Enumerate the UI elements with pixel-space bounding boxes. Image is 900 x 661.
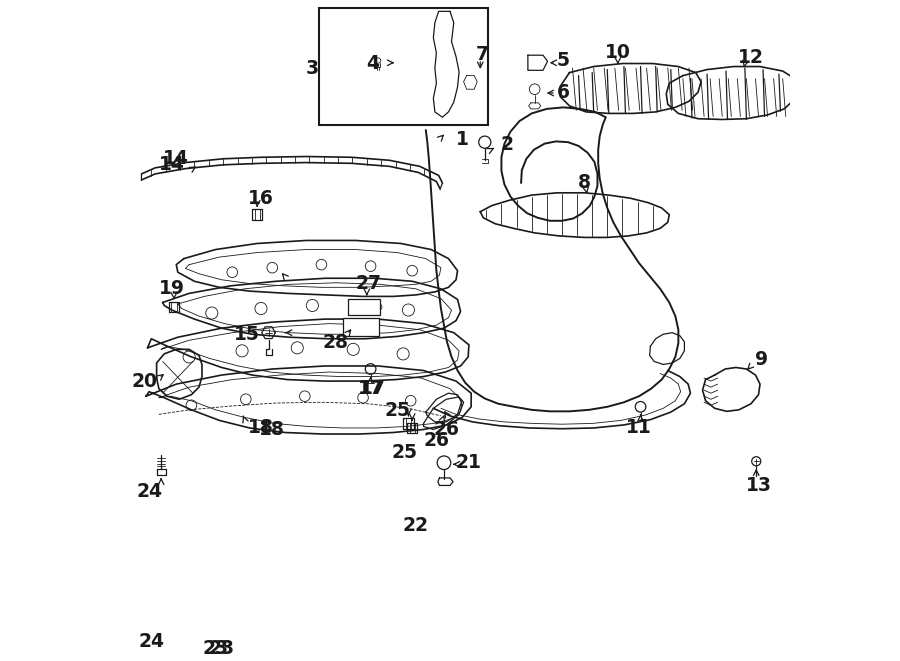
Text: 15: 15	[234, 325, 260, 344]
Text: 7: 7	[475, 45, 489, 64]
Text: 28: 28	[322, 333, 348, 352]
Text: 4: 4	[366, 54, 380, 73]
Text: 18: 18	[259, 420, 285, 439]
Text: 20: 20	[131, 372, 158, 391]
Text: 2: 2	[500, 135, 513, 154]
Text: 17: 17	[358, 379, 384, 398]
Text: 10: 10	[605, 44, 631, 62]
Text: 23: 23	[202, 639, 229, 658]
Text: 18: 18	[248, 418, 274, 437]
Bar	[348, 299, 380, 315]
Text: 16: 16	[248, 189, 274, 208]
Text: 21: 21	[456, 453, 482, 472]
Text: 25: 25	[384, 401, 410, 420]
Text: 24: 24	[139, 632, 165, 650]
Text: 14: 14	[158, 155, 184, 175]
Text: 19: 19	[158, 280, 184, 298]
Text: 11: 11	[626, 418, 652, 437]
Text: 17: 17	[360, 379, 386, 398]
Text: 23: 23	[209, 639, 235, 658]
Text: 9: 9	[755, 350, 768, 369]
Text: 26: 26	[423, 430, 449, 449]
Text: 25: 25	[392, 443, 418, 461]
Text: 5: 5	[557, 51, 570, 70]
Text: 3: 3	[306, 59, 319, 77]
Text: 14: 14	[163, 149, 189, 169]
Text: 12: 12	[738, 48, 764, 67]
Text: 1: 1	[455, 130, 469, 149]
Bar	[343, 317, 379, 336]
Text: 24: 24	[136, 482, 162, 501]
Text: 27: 27	[356, 274, 382, 293]
Text: 13: 13	[745, 476, 771, 495]
Text: 26: 26	[434, 420, 460, 439]
Text: 22: 22	[403, 516, 429, 535]
Text: 6: 6	[557, 83, 570, 102]
Bar	[320, 7, 488, 125]
Text: 8: 8	[578, 173, 591, 192]
